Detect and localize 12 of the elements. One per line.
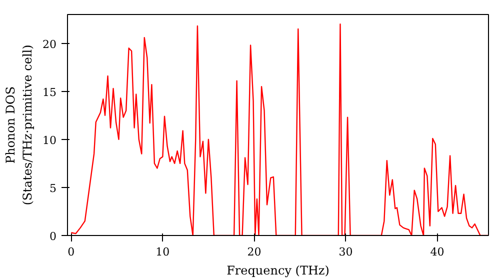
x-tick-label: 10 [156,246,170,258]
y-axis-title: Phonon DOS (States/THz·primitive cell) [4,44,35,206]
x-tick-label: 40 [430,246,444,258]
y-tick-label: 15 [42,86,57,99]
x-axis-title: Frequency (THz) [226,264,330,278]
x-tick-label: 30 [338,246,353,258]
y-tick-label: 10 [42,134,57,147]
x-tick-label: 20 [247,246,262,258]
x-tick-label: 0 [68,246,75,258]
y-tick-label: 20 [42,38,57,51]
y-tick-label: 5 [50,182,56,195]
y-tick-label: 0 [50,230,56,243]
